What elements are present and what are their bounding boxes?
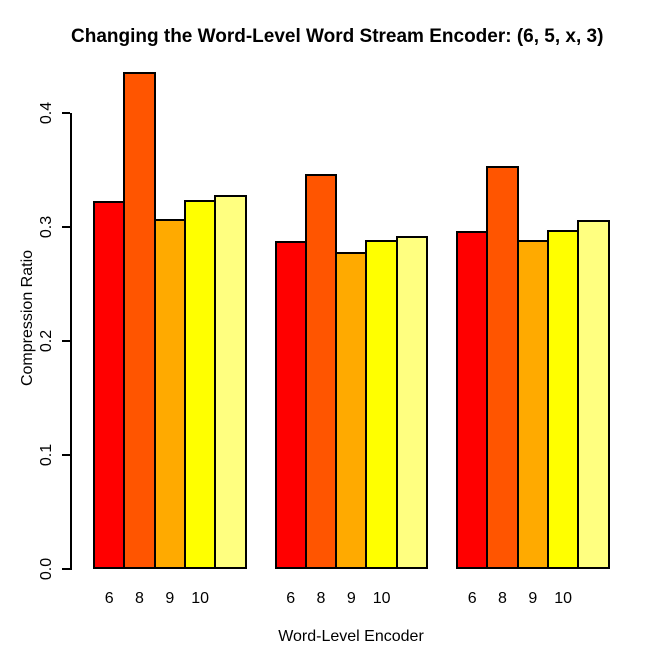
bar bbox=[395, 236, 429, 569]
bar bbox=[274, 240, 307, 569]
x-tick-label: 10 bbox=[191, 590, 210, 607]
y-tick bbox=[62, 112, 70, 115]
x-tick-label: 6 bbox=[286, 590, 296, 607]
bar bbox=[486, 165, 519, 569]
bar bbox=[93, 201, 126, 569]
bar bbox=[577, 220, 610, 569]
x-tick-label: 6 bbox=[467, 590, 477, 607]
y-tick bbox=[62, 226, 70, 229]
bar bbox=[546, 229, 580, 569]
bar bbox=[153, 219, 186, 569]
x-tick-label: 8 bbox=[316, 590, 326, 607]
y-axis-line bbox=[70, 113, 72, 570]
y-tick bbox=[62, 340, 70, 343]
bar bbox=[123, 72, 156, 569]
bar bbox=[335, 252, 368, 569]
x-tick-label: 10 bbox=[372, 590, 391, 607]
x-tick-label: 9 bbox=[165, 590, 175, 607]
y-tick-label-text: 0.1 bbox=[38, 443, 55, 467]
x-tick-label: 9 bbox=[346, 590, 356, 607]
bar bbox=[183, 199, 217, 569]
bar bbox=[456, 230, 489, 569]
x-axis-label: Word-Level Encoder bbox=[278, 628, 424, 645]
y-tick-label-text: 0.4 bbox=[38, 102, 55, 125]
x-tick-label: 8 bbox=[135, 590, 144, 607]
y-tick-label-text: 0.3 bbox=[38, 216, 55, 239]
y-tick-label-text: 0.0 bbox=[38, 557, 55, 581]
y-tick bbox=[62, 454, 70, 457]
bar bbox=[214, 195, 247, 569]
chart-title: Changing the Word-Level Word Stream Enco… bbox=[71, 26, 604, 47]
y-tick bbox=[62, 568, 70, 570]
x-tick-label: 8 bbox=[498, 590, 507, 607]
bar bbox=[365, 239, 398, 569]
bar bbox=[516, 239, 549, 569]
x-tick-label: 9 bbox=[528, 590, 538, 607]
x-tick-label: 6 bbox=[104, 590, 114, 607]
y-tick-label-text: 0.2 bbox=[38, 330, 55, 353]
bar bbox=[304, 173, 338, 569]
x-tick-label: 10 bbox=[554, 590, 573, 607]
